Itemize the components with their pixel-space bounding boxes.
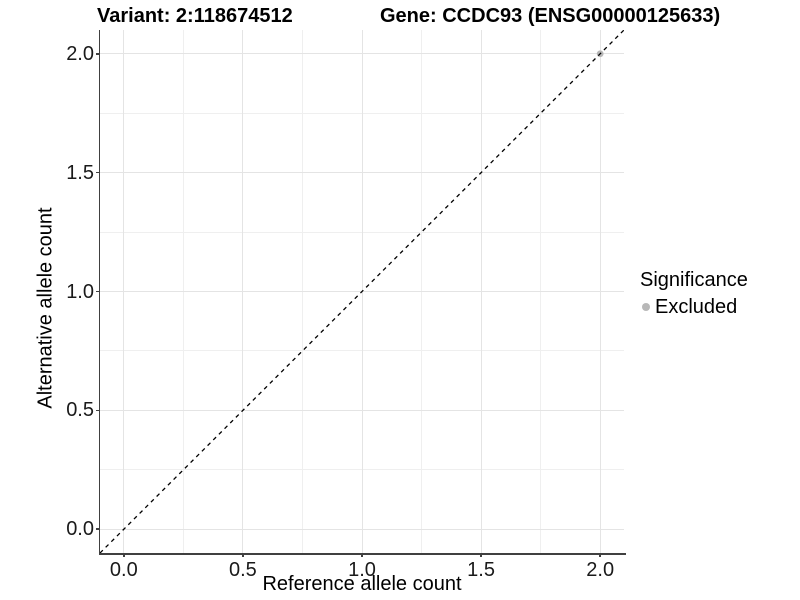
y-tick-label: 0.0: [66, 518, 94, 541]
y-tick-label: 2.0: [66, 42, 94, 65]
plot-title-variant: Variant: 2:118674512: [97, 5, 293, 27]
legend-title: Significance: [640, 269, 748, 291]
identity-dashed-line: [100, 30, 624, 553]
y-axis-line: [98, 30, 100, 555]
y-axis-title: Alternative allele count: [34, 207, 57, 409]
legend-item-label: Excluded: [655, 296, 738, 318]
plot-panel: [100, 30, 624, 553]
x-axis-title: Reference allele count: [262, 573, 462, 595]
gridline-major-h: [100, 53, 624, 55]
marks-layer: [100, 30, 624, 553]
legend-point-swatch: [642, 303, 650, 311]
legend: Significance Excluded: [640, 268, 748, 319]
y-tick-label: 1.5: [66, 161, 94, 184]
gridline-major-h: [100, 409, 624, 411]
gridline-major-h: [100, 172, 624, 174]
gridline-major-h: [100, 528, 624, 530]
plot-title-gene: Gene: CCDC93 (ENSG00000125633): [380, 5, 721, 27]
legend-item-excluded: Excluded: [640, 295, 748, 319]
x-axis-line: [98, 553, 626, 555]
